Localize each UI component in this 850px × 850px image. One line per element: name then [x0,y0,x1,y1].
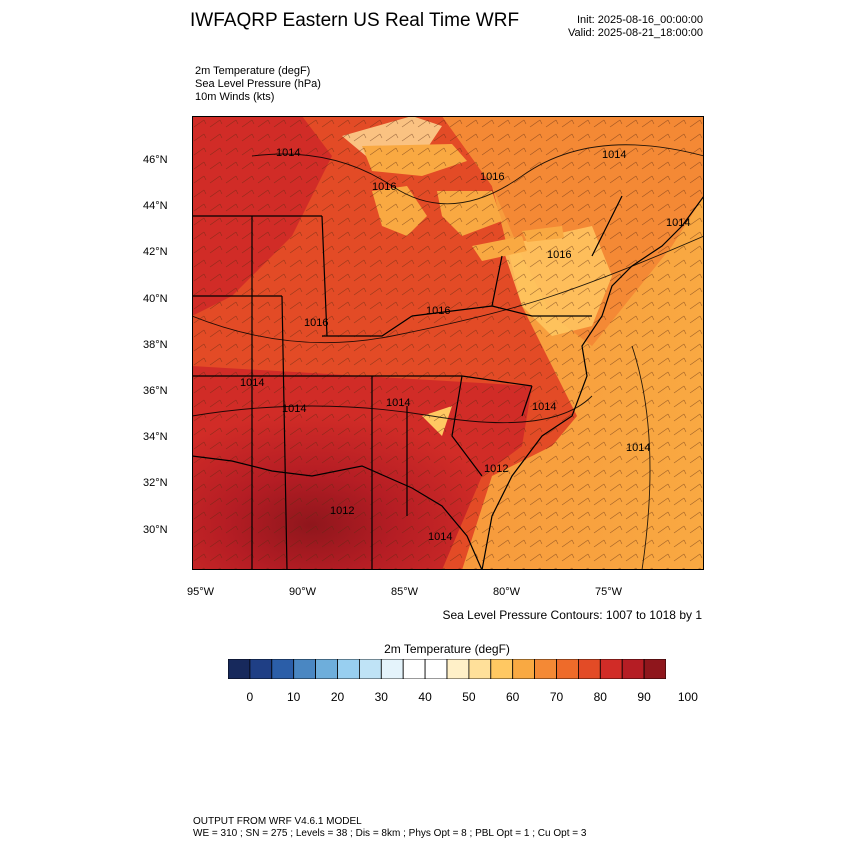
colorbar-swatch [643,659,666,679]
colorbar-swatch [621,659,645,679]
isobar-label: 1016 [480,171,504,183]
colorbar-tick-label: 100 [677,690,698,704]
contour-note: Sea Level Pressure Contours: 1007 to 101… [442,608,703,622]
isobar-label: 1016 [304,317,328,329]
colorbar-tick-label: 20 [330,690,345,704]
colorbar-swatch [512,659,536,679]
colorbar-swatch [556,659,579,679]
isobar-label: 1014 [626,442,650,454]
footer-model-line: OUTPUT FROM WRF V4.6.1 MODEL [193,816,362,827]
isobar-label: 1014 [240,377,264,389]
isobar-label-group: 1014 1016 1016 1014 1014 1016 1016 1016 … [240,147,690,543]
isobar-label: 1014 [602,149,626,161]
field-label-pressure: Sea Level Pressure (hPa) [195,78,321,90]
colorbar-swatch [446,659,470,679]
colorbar-tick-label: 0 [246,690,254,704]
lon-label: 85°W [391,586,419,598]
footer-options-line: WE = 310 ; SN = 275 ; Levels = 38 ; Dis … [193,828,587,839]
colorbar-tick-label: 80 [593,690,607,704]
lat-label: 44°N [143,200,168,212]
valid-time: Valid: 2025-08-21_18:00:00 [568,27,703,39]
lat-label: 34°N [143,431,168,443]
isobar-label: 1014 [386,397,410,409]
isobars [192,144,704,570]
lat-label: 30°N [143,524,168,536]
map-title: IWFAQRP Eastern US Real Time WRF [190,10,520,31]
lon-label: 90°W [289,586,317,598]
colorbar-swatch [534,659,557,679]
colorbar-tick-label: 10 [287,690,301,704]
isobar-label: 1014 [282,403,306,415]
colorbar [228,659,666,679]
init-time: Init: 2025-08-16_00:00:00 [577,14,703,26]
colorbar-swatch [468,659,492,679]
colorbar-swatch [358,659,382,679]
lat-label: 40°N [143,293,168,305]
lat-label: 32°N [143,477,168,489]
wind-barbs-layer [192,116,704,570]
isobar-label: 1014 [428,531,452,543]
colorbar-swatch [337,659,360,679]
lon-label: 75°W [595,586,623,598]
colorbar-swatch [599,659,623,679]
colorbar-title: 2m Temperature (degF) [384,642,510,656]
colorbar-swatch [424,659,448,679]
colorbar-swatch [402,659,426,679]
colorbar-swatch [380,659,404,679]
lon-label: 80°W [493,586,521,598]
isobar-label: 1014 [276,147,300,159]
lat-label: 46°N [143,154,168,166]
isobar-label: 1014 [666,217,690,229]
field-label-temperature: 2m Temperature (degF) [195,65,311,77]
colorbar-swatch [228,659,251,679]
lat-label: 38°N [143,339,168,351]
colorbar-tick-label: 70 [549,690,564,704]
colorbar-tick-label: 40 [418,690,432,704]
colorbar-swatch [271,659,295,679]
weather-map: 1014 1016 1016 1014 1014 1016 1016 1016 … [192,116,704,570]
colorbar-tick-label: 30 [374,690,388,704]
lat-label: 36°N [143,385,168,397]
field-label-winds: 10m Winds (kts) [195,91,275,103]
isobar-label: 1016 [547,249,571,261]
isobar-label: 1012 [484,463,508,475]
colorbar-swatch [577,659,601,679]
colorbar-tick-label: 90 [637,690,651,704]
colorbar-swatch [315,659,338,679]
isobar-label: 1014 [532,401,556,413]
colorbar-tick-label: 50 [462,690,476,704]
lat-label: 42°N [143,246,168,258]
isobar-label: 1016 [372,181,396,193]
colorbar-tick-label: 60 [506,690,520,704]
map-frame [192,116,704,570]
coastlines-and-borders [192,195,704,570]
colorbar-swatch [293,659,316,679]
lon-label: 95°W [187,586,215,598]
isobar-label: 1016 [426,305,450,317]
colorbar-swatch [249,659,273,679]
colorbar-swatch [490,659,514,679]
isobar-label: 1012 [330,505,354,517]
